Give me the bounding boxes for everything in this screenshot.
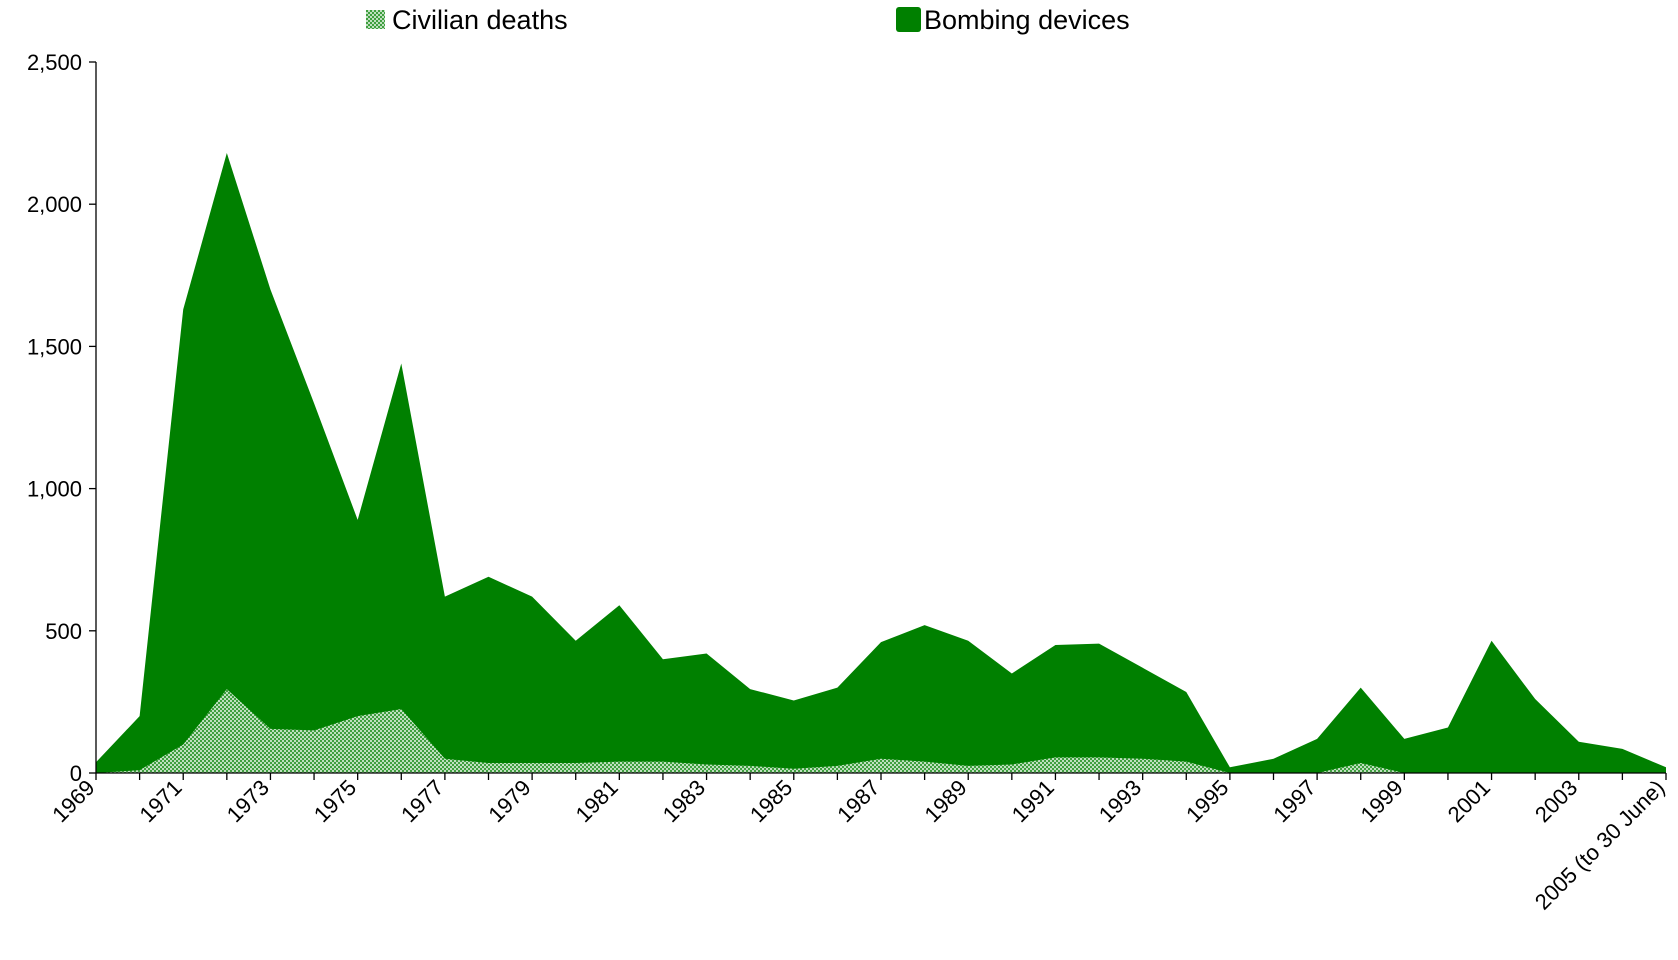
x-tick-label: 1999 — [1356, 775, 1408, 827]
solid-swatch-icon — [896, 7, 921, 32]
x-tick-label: 1995 — [1181, 775, 1233, 827]
series-area-civilian-deaths — [96, 689, 1666, 773]
x-tick-label: 1987 — [832, 775, 884, 827]
legend-item-civilian-deaths: Civilian deaths — [366, 5, 568, 35]
x-tick-label: 1983 — [658, 775, 710, 827]
plot-area — [96, 153, 1666, 773]
x-tick-label: 2003 — [1530, 775, 1582, 827]
x-tick-label: 1979 — [483, 775, 535, 827]
x-tick-label: 1993 — [1094, 775, 1146, 827]
y-tick-label: 2,500 — [27, 50, 82, 75]
series-area-bombing-devices — [96, 153, 1666, 773]
x-tick-label: 2001 — [1443, 775, 1495, 827]
x-tick-label: 1971 — [134, 775, 186, 827]
y-tick-label: 0 — [70, 761, 82, 786]
x-tick-label: 1969 — [47, 775, 99, 827]
x-tick-label: 1981 — [571, 775, 623, 827]
y-tick-label: 2,000 — [27, 192, 82, 217]
legend-item-bombing-devices: Bombing devices — [896, 5, 1130, 35]
x-tick-label: 1977 — [396, 775, 448, 827]
legend-label-civilian-deaths: Civilian deaths — [392, 5, 568, 35]
x-tick-label: 1989 — [919, 775, 971, 827]
legend-label-bombing-devices: Bombing devices — [924, 5, 1130, 35]
x-tick-label: 1991 — [1007, 775, 1059, 827]
x-tick-label: 1973 — [222, 775, 274, 827]
chart-legend: Civilian deaths Bombing devices — [366, 5, 1130, 35]
x-tick-label: 1997 — [1268, 775, 1320, 827]
y-tick-label: 500 — [45, 619, 82, 644]
y-tick-label: 1,500 — [27, 334, 82, 359]
x-tick-label: 1985 — [745, 775, 797, 827]
hatched-swatch-icon — [366, 10, 385, 29]
x-tick-label: 1975 — [309, 775, 361, 827]
y-tick-label: 1,000 — [27, 477, 82, 502]
